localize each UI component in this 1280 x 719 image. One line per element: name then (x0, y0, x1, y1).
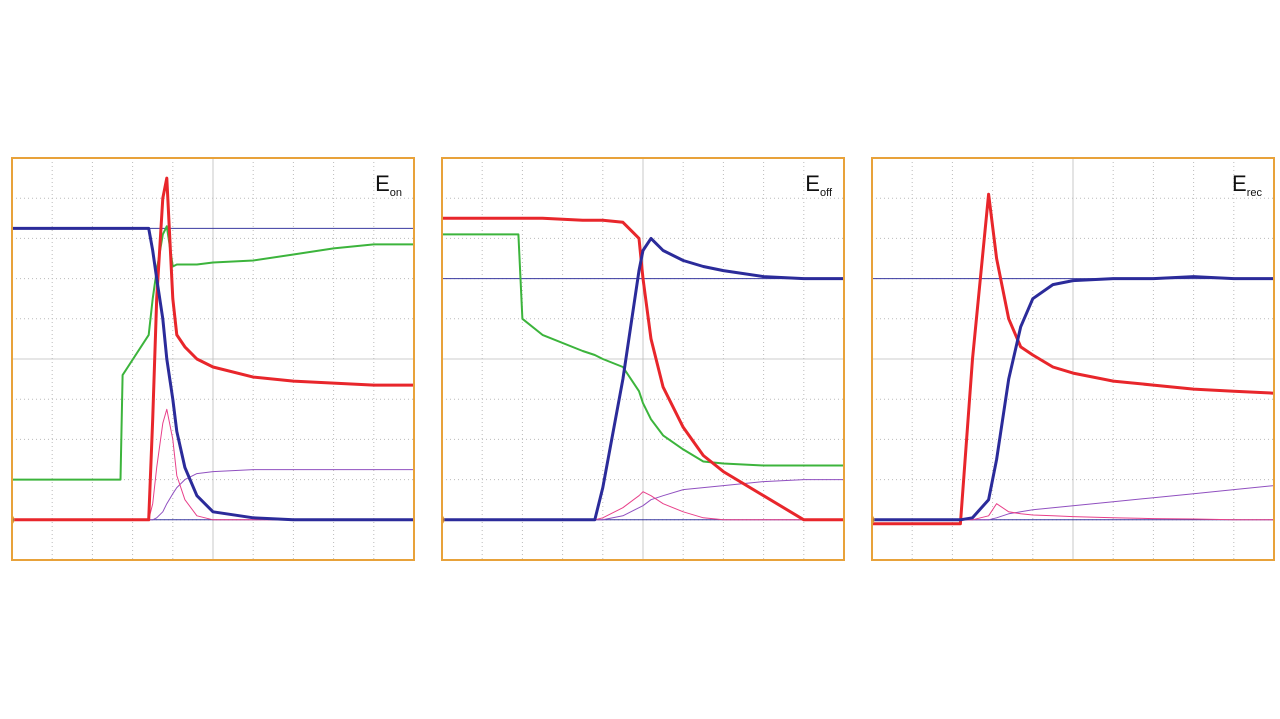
panel-frame (11, 157, 415, 561)
panel-frame (441, 157, 845, 561)
scope-panel: Eoff (441, 157, 845, 561)
trace (872, 192, 1274, 526)
trace (872, 503, 1274, 521)
panel-title: Eon (375, 171, 402, 199)
trace (12, 225, 414, 481)
panel-title: Erec (1232, 171, 1262, 199)
title-main: E (805, 171, 820, 196)
panel-frame (871, 157, 1275, 561)
trace (442, 233, 844, 467)
title-subscript: off (820, 187, 833, 199)
panel-plot: Erec (872, 158, 1274, 560)
panel-title: Eoff (805, 171, 833, 199)
title-subscript: rec (1247, 187, 1263, 199)
title-main: E (375, 171, 390, 196)
panel-plot: Eoff (442, 158, 844, 560)
panel-plot: Eon (12, 158, 414, 560)
scope-panel: Erec (871, 157, 1275, 561)
scope-panel: Eon (11, 157, 415, 561)
title-subscript: on (390, 187, 402, 199)
trace (12, 226, 414, 522)
title-main: E (1232, 171, 1247, 196)
trace (12, 176, 414, 522)
trace (442, 236, 844, 522)
trace (872, 275, 1274, 522)
trace (872, 485, 1274, 521)
